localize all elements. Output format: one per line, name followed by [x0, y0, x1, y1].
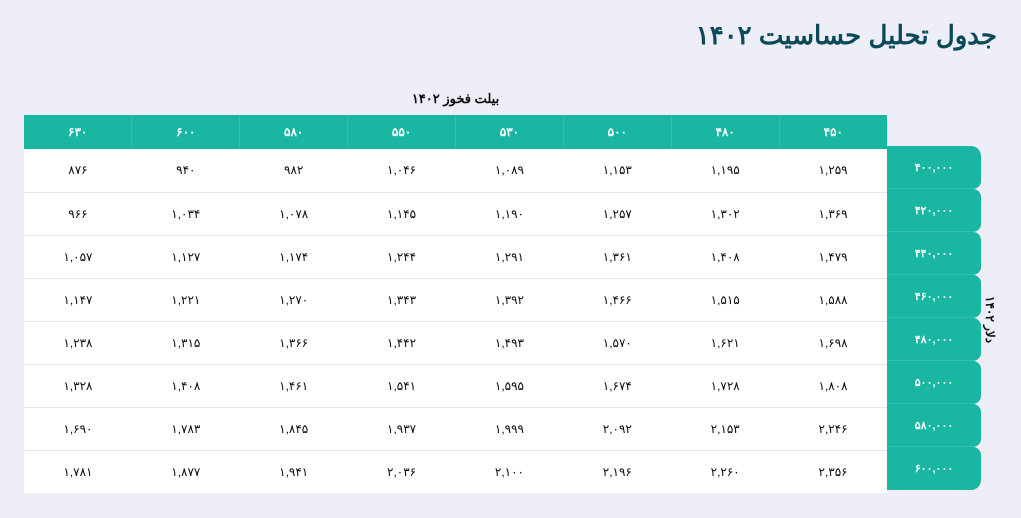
col-header: ۶۰۰	[132, 115, 240, 149]
cell: ۱,۴۷۹	[779, 235, 887, 278]
col-header: ۵۳۰	[456, 115, 564, 149]
row-header: ۴۰۰,۰۰۰	[887, 146, 981, 189]
cell: ۱,۵۹۵	[456, 364, 564, 407]
col-header: ۴۵۰	[779, 115, 887, 149]
cell: ۱,۵۱۵	[671, 278, 779, 321]
cell: ۱,۵۸۸	[779, 278, 887, 321]
row-headers: ۴۰۰,۰۰۰۴۲۰,۰۰۰۴۴۰,۰۰۰۴۶۰,۰۰۰۴۸۰,۰۰۰۵۰۰,۰…	[887, 146, 981, 493]
row-header: ۴۲۰,۰۰۰	[887, 189, 981, 232]
col-header: ۶۳۰	[24, 115, 132, 149]
cell: ۱,۰۳۴	[132, 192, 240, 235]
axis-side-label: دلار ۱۴۰۲	[981, 296, 997, 343]
cell: ۱,۳۹۲	[456, 278, 564, 321]
row-header: ۴۴۰,۰۰۰	[887, 232, 981, 275]
col-header: ۵۵۰	[348, 115, 456, 149]
table-row: ۱,۸۰۸۱,۷۲۸۱,۶۷۴۱,۵۹۵۱,۵۴۱۱,۴۶۱۱,۴۰۸۱,۳۲۸	[24, 364, 887, 407]
row-header: ۴۶۰,۰۰۰	[887, 275, 981, 318]
row-header: ۶۰۰,۰۰۰	[887, 447, 981, 490]
cell: ۱,۴۰۸	[132, 364, 240, 407]
cell: ۱,۱۹۰	[456, 192, 564, 235]
cell: ۱,۳۰۲	[671, 192, 779, 235]
cell: ۱,۱۲۷	[132, 235, 240, 278]
cell: ۱,۸۰۸	[779, 364, 887, 407]
table-row: ۱,۲۵۹۱,۱۹۵۱,۱۵۳۱,۰۸۹۱,۰۴۶۹۸۲۹۴۰۸۷۶	[24, 149, 887, 192]
cell: ۱,۹۳۷	[348, 407, 456, 450]
cell: ۱,۹۴۱	[240, 450, 348, 493]
cell: ۱,۳۶۶	[240, 321, 348, 364]
cell: ۱,۴۶۱	[240, 364, 348, 407]
table-row: ۱,۳۶۹۱,۳۰۲۱,۲۵۷۱,۱۹۰۱,۱۴۵۱,۰۷۸۱,۰۳۴۹۶۶	[24, 192, 887, 235]
cell: ۱,۶۹۰	[24, 407, 132, 450]
cell: ۱,۱۴۵	[348, 192, 456, 235]
cell: ۱,۰۴۶	[348, 149, 456, 192]
cell: ۱,۲۵۹	[779, 149, 887, 192]
cell: ۹۸۲	[240, 149, 348, 192]
cell: ۲,۰۳۶	[348, 450, 456, 493]
cell: ۱,۷۸۱	[24, 450, 132, 493]
table-row: ۱,۵۸۸۱,۵۱۵۱,۴۶۶۱,۳۹۲۱,۳۴۳۱,۲۷۰۱,۲۲۱۱,۱۴۷	[24, 278, 887, 321]
page-title: جدول تحلیل حساسیت ۱۴۰۲	[24, 20, 997, 51]
cell: ۲,۲۴۶	[779, 407, 887, 450]
table-layout: دلار ۱۴۰۲ ۴۰۰,۰۰۰۴۲۰,۰۰۰۴۴۰,۰۰۰۴۶۰,۰۰۰۴۸…	[24, 91, 997, 493]
table-wrap: بیلت فخوز ۱۴۰۲ ۴۵۰۴۸۰۵۰۰۵۳۰۵۵۰۵۸۰۶۰۰۶۳۰ …	[24, 91, 887, 493]
cell: ۱,۰۷۸	[240, 192, 348, 235]
cell: ۱,۴۴۲	[348, 321, 456, 364]
cell: ۱,۶۹۸	[779, 321, 887, 364]
row-header: ۵۰۰,۰۰۰	[887, 361, 981, 404]
cell: ۲,۰۹۲	[563, 407, 671, 450]
cell: ۱,۸۴۵	[240, 407, 348, 450]
cell: ۱,۹۹۹	[456, 407, 564, 450]
cell: ۸۷۶	[24, 149, 132, 192]
cell: ۱,۱۹۵	[671, 149, 779, 192]
row-header: ۵۸۰,۰۰۰	[887, 404, 981, 447]
cell: ۱,۶۷۴	[563, 364, 671, 407]
cell: ۱,۲۹۱	[456, 235, 564, 278]
cell: ۱,۷۸۳	[132, 407, 240, 450]
cell: ۱,۱۴۷	[24, 278, 132, 321]
cell: ۹۶۶	[24, 192, 132, 235]
cell: ۲,۳۵۶	[779, 450, 887, 493]
cell: ۱,۰۸۹	[456, 149, 564, 192]
col-header: ۵۰۰	[563, 115, 671, 149]
cell: ۱,۳۲۸	[24, 364, 132, 407]
sensitivity-table: ۴۵۰۴۸۰۵۰۰۵۳۰۵۵۰۵۸۰۶۰۰۶۳۰ ۱,۲۵۹۱,۱۹۵۱,۱۵۳…	[24, 115, 887, 493]
cell: ۹۴۰	[132, 149, 240, 192]
cell: ۱,۵۷۰	[563, 321, 671, 364]
cell: ۲,۱۰۰	[456, 450, 564, 493]
cell: ۱,۲۲۱	[132, 278, 240, 321]
cell: ۲,۲۶۰	[671, 450, 779, 493]
cell: ۱,۳۱۵	[132, 321, 240, 364]
cell: ۲,۱۵۳	[671, 407, 779, 450]
cell: ۱,۳۶۱	[563, 235, 671, 278]
col-header: ۴۸۰	[671, 115, 779, 149]
cell: ۱,۴۰۸	[671, 235, 779, 278]
table-row: ۱,۴۷۹۱,۴۰۸۱,۳۶۱۱,۲۹۱۱,۲۴۴۱,۱۷۴۱,۱۲۷۱,۰۵۷	[24, 235, 887, 278]
row-header: ۴۸۰,۰۰۰	[887, 318, 981, 361]
cell: ۱,۲۳۸	[24, 321, 132, 364]
cell: ۱,۸۷۷	[132, 450, 240, 493]
cell: ۱,۱۵۳	[563, 149, 671, 192]
table-row: ۲,۲۴۶۲,۱۵۳۲,۰۹۲۱,۹۹۹۱,۹۳۷۱,۸۴۵۱,۷۸۳۱,۶۹۰	[24, 407, 887, 450]
cell: ۱,۴۹۳	[456, 321, 564, 364]
cell: ۱,۲۴۴	[348, 235, 456, 278]
axis-top-label: بیلت فخوز ۱۴۰۲	[24, 91, 887, 107]
cell: ۱,۳۴۳	[348, 278, 456, 321]
cell: ۱,۵۴۱	[348, 364, 456, 407]
col-header: ۵۸۰	[240, 115, 348, 149]
cell: ۱,۴۶۶	[563, 278, 671, 321]
cell: ۱,۶۲۱	[671, 321, 779, 364]
table-row: ۱,۶۹۸۱,۶۲۱۱,۵۷۰۱,۴۹۳۱,۴۴۲۱,۳۶۶۱,۳۱۵۱,۲۳۸	[24, 321, 887, 364]
cell: ۱,۱۷۴	[240, 235, 348, 278]
cell: ۲,۱۹۶	[563, 450, 671, 493]
cell: ۱,۰۵۷	[24, 235, 132, 278]
cell: ۱,۳۶۹	[779, 192, 887, 235]
cell: ۱,۲۵۷	[563, 192, 671, 235]
cell: ۱,۷۲۸	[671, 364, 779, 407]
table-row: ۲,۳۵۶۲,۲۶۰۲,۱۹۶۲,۱۰۰۲,۰۳۶۱,۹۴۱۱,۸۷۷۱,۷۸۱	[24, 450, 887, 493]
cell: ۱,۲۷۰	[240, 278, 348, 321]
